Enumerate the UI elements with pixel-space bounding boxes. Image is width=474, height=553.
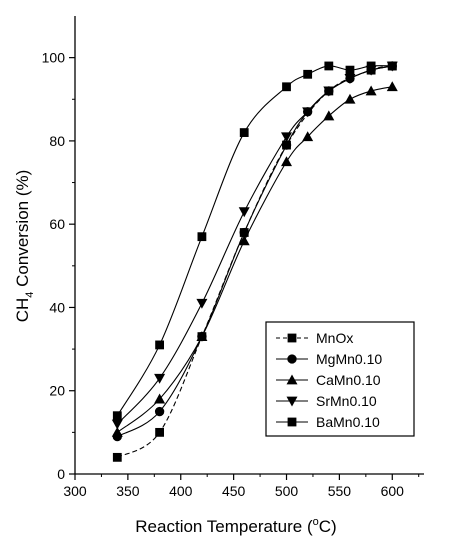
x-tick-label: 500 — [275, 483, 299, 499]
data-point-camn0-10 — [238, 235, 250, 246]
y-tick-label: 60 — [49, 216, 65, 232]
data-point-bamn0-10 — [345, 65, 355, 75]
data-point-srmn0-10 — [196, 298, 208, 309]
legend-label-srmn0-10: SrMn0.10 — [316, 393, 377, 409]
data-point-camn0-10 — [323, 110, 335, 121]
legend: MnOx MgMn0.10 CaMn0.10 SrMn0.10 BaMn0.10 — [265, 321, 415, 437]
data-point-bamn0-10 — [282, 82, 291, 92]
legend-label-mgmn0-10: MgMn0.10 — [316, 351, 382, 367]
x-axis-title-superscript: o — [313, 516, 319, 528]
y-axis-title-end: Conversion (%) — [13, 170, 32, 292]
x-tick-label: 450 — [222, 483, 246, 499]
data-point-bamn0-10 — [155, 340, 165, 350]
data-point-bamn0-10 — [239, 128, 249, 137]
data-point-camn0-10 — [111, 426, 123, 437]
x-tick-label: 600 — [381, 483, 405, 499]
data-point-bamn0-10 — [324, 61, 334, 71]
x-axis-title-end: C) — [319, 517, 337, 536]
data-point-srmn0-10 — [323, 86, 335, 97]
x-tick-label: 400 — [169, 483, 193, 499]
y-axis-title-main: CH — [13, 298, 32, 323]
ticks-layer: 300 350 400 450 500 550 600 0 20 40 60 80 100 — [42, 50, 420, 499]
data-point-bamn0-10 — [387, 61, 397, 71]
x-tick-label: 300 — [63, 483, 87, 499]
data-point-mgmn0-10 — [281, 140, 292, 150]
series-line-mnox — [117, 65, 393, 458]
data-point-camn0-10 — [281, 156, 293, 167]
y-tick-label: 100 — [42, 50, 66, 66]
legend-label-bamn0-10: BaMn0.10 — [316, 414, 380, 430]
data-point-bamn0-10 — [303, 69, 313, 79]
data-point-camn0-10 — [196, 331, 208, 341]
legend-marker-bamn0-10 — [287, 417, 297, 427]
data-point-bamn0-10 — [112, 411, 122, 421]
legend-marker-mgmn0-10 — [287, 354, 297, 364]
legend-label-camn0-10: CaMn0.10 — [316, 372, 381, 388]
series-line-camn0-10 — [116, 86, 393, 433]
data-point-camn0-10 — [154, 393, 166, 404]
data-point-srmn0-10 — [111, 419, 123, 430]
x-tick-label: 550 — [328, 483, 352, 499]
y-tick-label: 80 — [49, 133, 65, 149]
x-axis-title-main: Reaction Temperature ( — [135, 517, 313, 536]
data-point-srmn0-10 — [238, 207, 250, 218]
y-tick-label: 0 — [57, 466, 65, 482]
data-point-bamn0-10 — [366, 61, 376, 71]
data-point-srmn0-10 — [344, 74, 356, 84]
marker-layer — [111, 61, 398, 462]
legend-marker-mnox — [287, 333, 297, 343]
legend-label-mnox: MnOx — [316, 330, 353, 346]
data-point-mgmn0-10 — [239, 227, 249, 238]
x-tick-label: 350 — [116, 483, 140, 499]
series-layer — [116, 65, 393, 458]
data-point-camn0-10 — [386, 81, 398, 92]
data-point-mnox — [112, 452, 122, 462]
y-tick-label: 40 — [49, 299, 65, 315]
data-point-mgmn0-10 — [154, 406, 165, 417]
data-point-camn0-10 — [365, 85, 377, 96]
y-axis-title: CH4 Conversion (%) — [13, 170, 36, 323]
y-tick-label: 20 — [49, 383, 65, 399]
data-point-mnox — [155, 427, 165, 437]
y-axis-title-subscript: 4 — [24, 292, 36, 298]
legend-marker-camn0-10 — [286, 374, 298, 385]
data-point-srmn0-10 — [154, 373, 166, 384]
data-point-camn0-10 — [344, 93, 356, 104]
data-point-srmn0-10 — [302, 107, 314, 118]
data-point-srmn0-10 — [281, 132, 293, 143]
data-point-camn0-10 — [302, 131, 314, 142]
legend-marker-srmn0-10 — [286, 396, 298, 407]
data-point-bamn0-10 — [197, 232, 207, 242]
x-axis-title: Reaction Temperature (oC) — [135, 516, 336, 536]
